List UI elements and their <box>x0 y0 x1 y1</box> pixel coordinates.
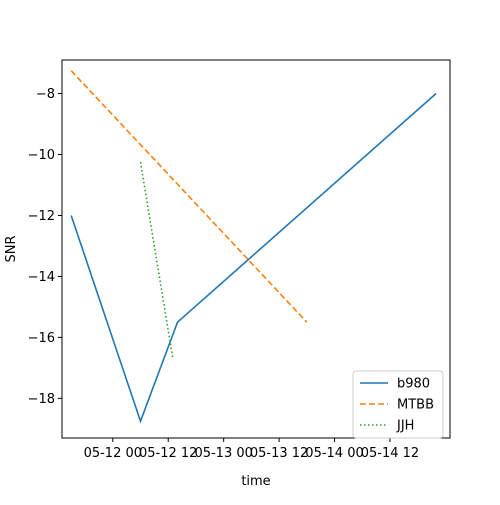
series-line-jjh <box>139 161 174 359</box>
y-axis: −8 −10 −12 −14 −16 −18 <box>28 87 62 407</box>
y-tick-label: −8 <box>36 87 55 102</box>
series-line-mtbb <box>70 70 308 323</box>
y-tick-label: −18 <box>28 392 55 407</box>
x-axis-label: time <box>241 474 270 489</box>
y-tick-label: −12 <box>28 209 55 224</box>
plot-frame <box>61 59 451 439</box>
legend-label-jjh: JJH <box>396 419 414 434</box>
legend: b980 MTBB JJH <box>352 370 444 439</box>
legend-label-mtbb: MTBB <box>397 398 434 413</box>
x-tick-label: 05-12 12 <box>139 446 197 461</box>
series-line-b980 <box>70 92 437 424</box>
y-tick-label: −16 <box>28 331 55 346</box>
legend-box <box>352 370 444 439</box>
y-tick-label: −10 <box>28 148 55 163</box>
series-layer <box>70 70 437 424</box>
x-tick-label: 05-14 00 <box>305 446 363 461</box>
x-tick-label: 05-14 12 <box>361 446 419 461</box>
x-tick-label: 05-12 00 <box>84 446 142 461</box>
y-axis-label: SNR <box>4 235 19 262</box>
y-tick-label: −14 <box>28 270 55 285</box>
legend-label-b980: b980 <box>397 377 430 392</box>
x-tick-label: 05-13 00 <box>194 446 252 461</box>
x-tick-label: 05-13 12 <box>250 446 308 461</box>
